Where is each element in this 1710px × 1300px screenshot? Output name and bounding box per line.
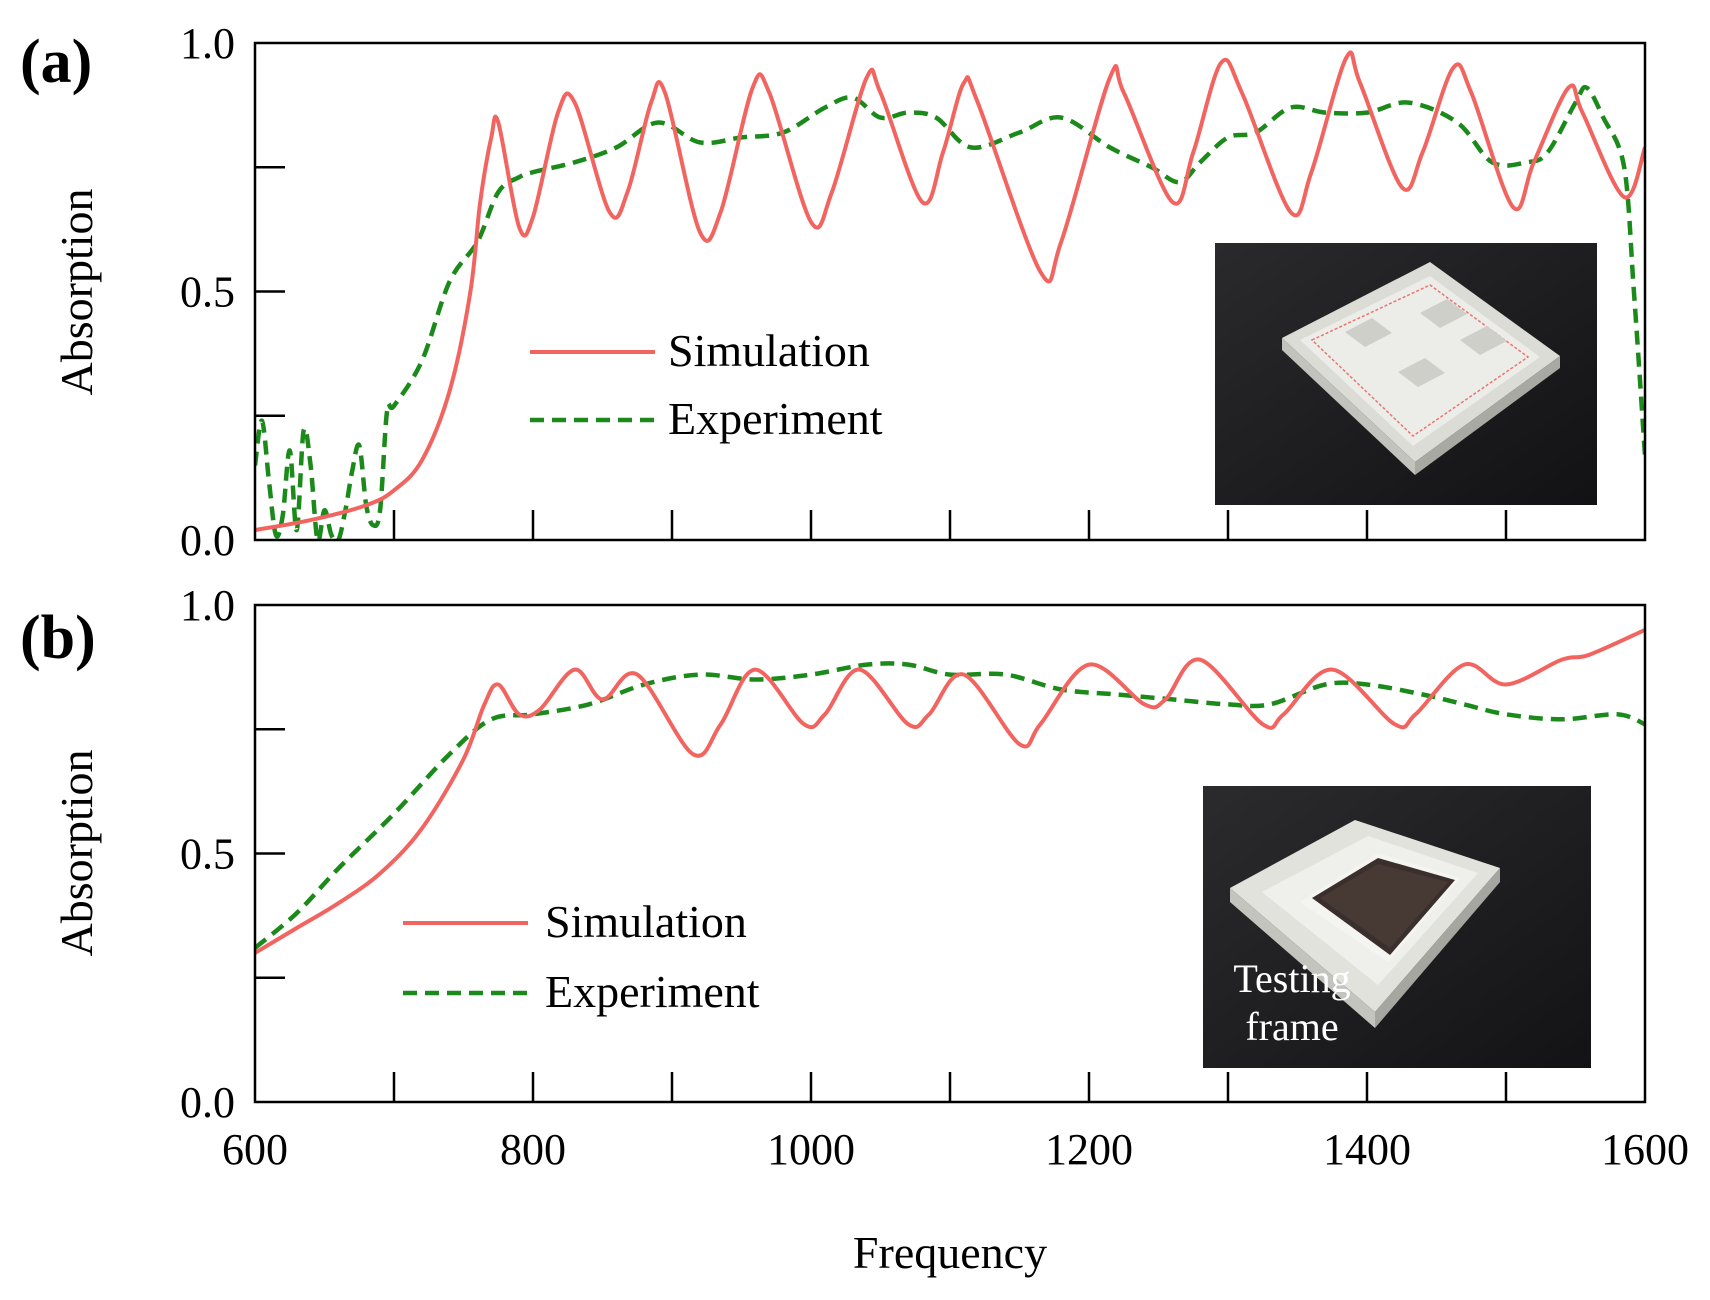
experiment-line-a	[255, 84, 1645, 540]
y-tick-label: 1.0	[180, 19, 235, 68]
x-tick-label: 1000	[767, 1125, 855, 1174]
plot-frame-a	[253, 41, 1647, 542]
panel-a: (a) 0.0 0.5 1.0 Absorption Simulation Expe…	[20, 19, 1647, 565]
y-tick-label: 0.0	[180, 1078, 235, 1127]
plot-frame-b	[253, 603, 1647, 1104]
y-tick-label: 1.0	[180, 581, 235, 630]
x-tick-label: 1200	[1045, 1125, 1133, 1174]
x-tick-label: 600	[222, 1125, 288, 1174]
y-tick-label: 0.5	[180, 268, 235, 317]
y-tick-label: 0.0	[180, 516, 235, 565]
inset-photo-a	[1215, 243, 1597, 505]
ticks-b: 600 800 1000 1200 1400 1600 0.0 0.5 1.0	[180, 581, 1689, 1174]
panel-label: (b)	[20, 604, 96, 672]
y-tick-label: 0.5	[180, 830, 235, 879]
legend-label-experiment: Experiment	[545, 966, 760, 1017]
inset-caption-line-1: Testing	[1233, 956, 1350, 1001]
inset-caption-line-2: frame	[1245, 1004, 1338, 1049]
legend-label-experiment: Experiment	[668, 393, 883, 444]
legend-b: Simulation Experiment	[403, 896, 760, 1017]
simulation-line-b	[255, 628, 1645, 955]
inset-photo-b: Testing frame	[1203, 786, 1591, 1068]
y-axis-title: Absorption	[51, 750, 102, 957]
x-tick-label: 800	[500, 1125, 566, 1174]
x-tick-label: 1600	[1601, 1125, 1689, 1174]
panel-label: (a)	[20, 28, 92, 96]
legend-label-simulation: Simulation	[545, 896, 747, 947]
x-axis-title: Frequency	[853, 1227, 1047, 1278]
legend-label-simulation: Simulation	[668, 325, 870, 376]
legend-a: Simulation Experiment	[530, 325, 883, 444]
y-axis-title: Absorption	[51, 189, 102, 396]
panel-b: (b) 600 800 1000 1200 1400 1600 0.0 0.5 1.0 Abso…	[20, 581, 1689, 1174]
x-tick-label: 1400	[1323, 1125, 1411, 1174]
simulation-line-a	[255, 50, 1645, 533]
ticks-a: 0.0 0.5 1.0	[180, 19, 1508, 565]
